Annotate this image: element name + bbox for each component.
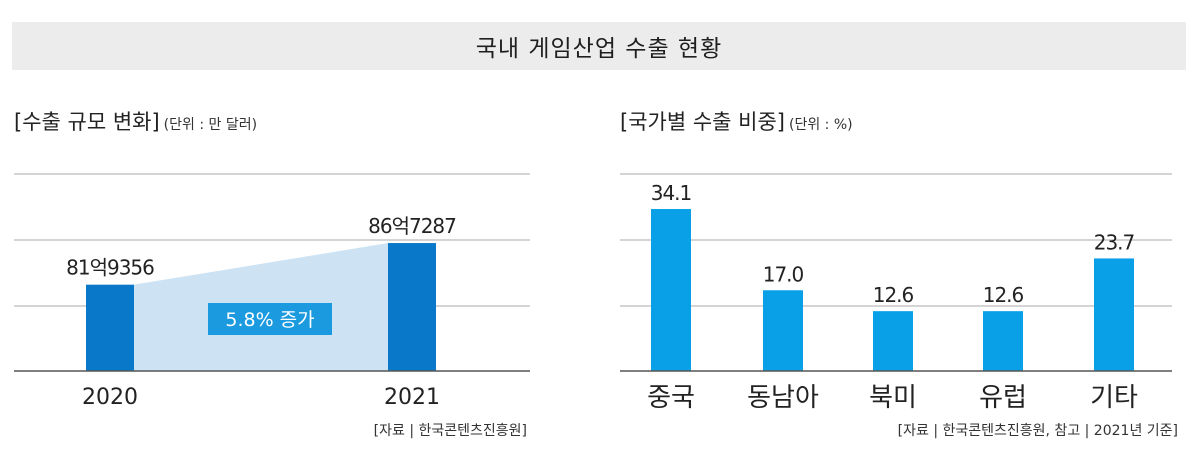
right-chart-subtitle: [국가별 수출 비중] (단위 : %) — [620, 106, 853, 136]
x-tick-2021: 2021 — [384, 385, 440, 410]
data-label-북미: 12.6 — [873, 283, 914, 307]
bar-동남아 — [763, 290, 803, 371]
data-label-중국: 34.1 — [651, 181, 692, 205]
x-tick-유럽: 유럽 — [979, 383, 1027, 413]
data-label-기타: 23.7 — [1094, 230, 1135, 254]
bar-중국 — [651, 209, 691, 371]
left-chart-unit: (단위 : 만 달러) — [163, 117, 258, 133]
x-tick-동남아: 동남아 — [747, 383, 819, 413]
left-chart-title: [수출 규모 변화] — [14, 110, 160, 134]
data-label-동남아: 17.0 — [763, 262, 804, 286]
right-chart-source: [자료 | 한국콘텐츠진흥원, 참고 | 2021년 기준] — [897, 423, 1178, 439]
bar-북미 — [873, 311, 913, 371]
bar-유럽 — [983, 311, 1023, 371]
x-tick-북미: 북미 — [869, 383, 917, 413]
left-chart-source: [자료 | 한국콘텐츠진흥원] — [373, 423, 527, 439]
right-chart-title: [국가별 수출 비중] — [620, 110, 785, 134]
data-label-2020: 81억9356 — [66, 256, 154, 280]
growth-annotation: 5.8% 증가 — [225, 309, 314, 331]
bar-2021 — [388, 243, 436, 371]
x-tick-중국: 중국 — [647, 383, 695, 413]
left-chart-subtitle: [수출 규모 변화] (단위 : 만 달러) — [14, 106, 257, 136]
data-label-2021: 86억7287 — [368, 214, 456, 238]
bar-기타 — [1094, 258, 1134, 371]
export-scale-chart: 81억9356 2020 86억7287 2021 5.8% 증가 — [14, 173, 530, 410]
bar-2020 — [86, 284, 134, 371]
x-tick-2020: 2020 — [82, 385, 138, 410]
data-label-유럽: 12.6 — [983, 283, 1024, 307]
right-chart-unit: (단위 : %) — [788, 117, 853, 133]
title-banner: 국내 게임산업 수출 현황 — [12, 22, 1186, 70]
growth-annotation-box — [208, 303, 332, 335]
page-title: 국내 게임산업 수출 현황 — [475, 36, 723, 62]
x-tick-기타: 기타 — [1090, 383, 1138, 413]
